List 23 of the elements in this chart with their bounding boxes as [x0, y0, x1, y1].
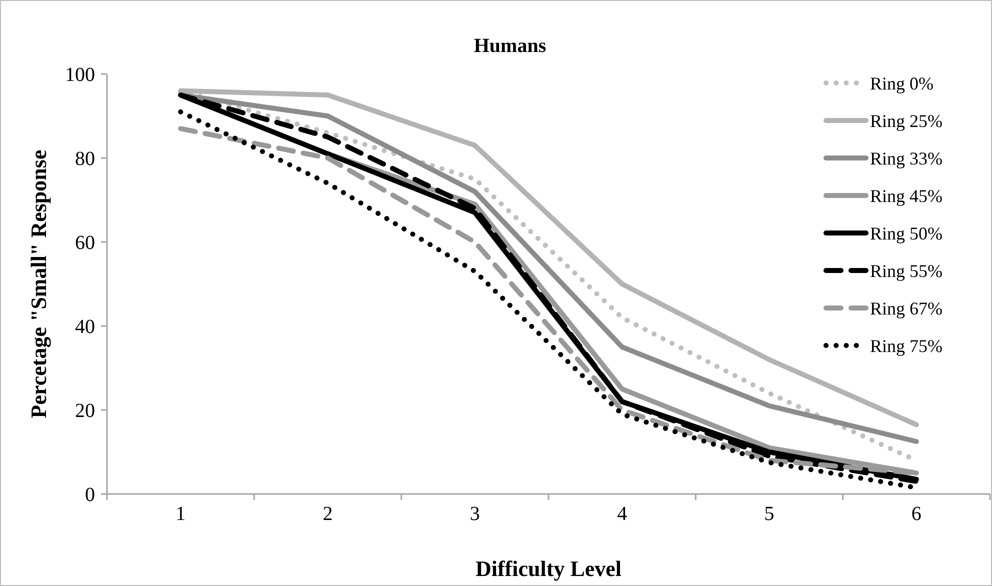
y-tick-label: 60: [75, 232, 95, 254]
y-tick-label: 100: [65, 64, 95, 86]
y-tick-label: 80: [75, 148, 95, 170]
legend-label: Ring 67%: [870, 298, 943, 318]
legend-label: Ring 25%: [870, 110, 943, 131]
x-tick-label: 1: [176, 503, 186, 525]
y-tick-label: 0: [85, 484, 95, 506]
y-axis-title: Percetage "Small" Response: [26, 150, 51, 418]
legend-label: Ring 75%: [870, 336, 943, 356]
x-axis-title: Difficulty Level: [475, 556, 622, 581]
x-tick-label: 2: [322, 503, 333, 525]
legend-label: Ring 50%: [870, 223, 943, 244]
legend-label: Ring 0%: [870, 73, 934, 94]
legend-label: Ring 45%: [870, 186, 943, 206]
chart-title: Humans: [474, 35, 546, 57]
x-tick-label: 4: [617, 503, 628, 525]
y-tick-label: 40: [75, 316, 95, 338]
legend-label: Ring 55%: [870, 260, 943, 281]
x-tick-label: 5: [764, 503, 774, 525]
y-tick-label: 20: [75, 400, 95, 422]
x-tick-label: 3: [470, 503, 480, 525]
legend-label: Ring 33%: [870, 148, 943, 168]
x-tick-label: 6: [911, 503, 922, 525]
